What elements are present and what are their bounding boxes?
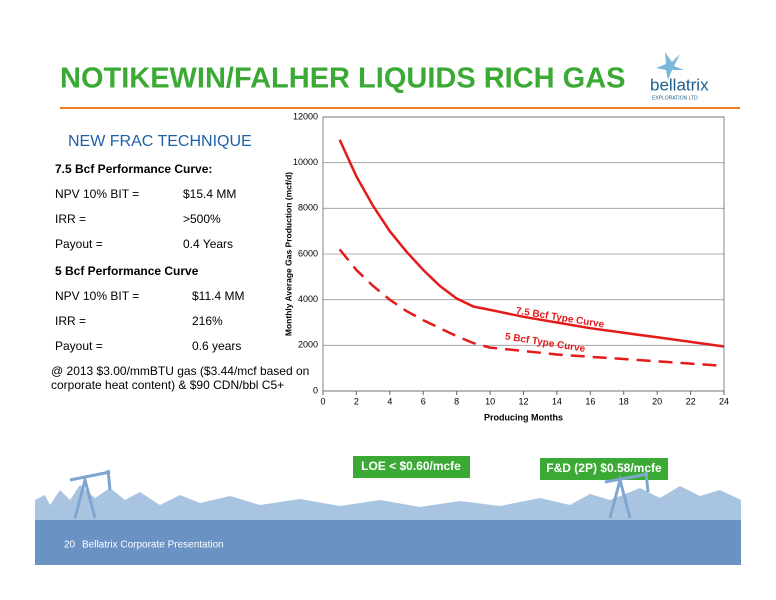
x-tick-label: 20 [652, 396, 662, 406]
box-label: LOE < $0.60/mcfe [361, 459, 461, 473]
series-label: 7.5 Bcf Type Curve [515, 306, 605, 331]
x-tick-label: 6 [421, 396, 426, 406]
logo: bellatrix EXPLORATION LTD [650, 52, 709, 101]
metric-value: >500% [183, 212, 221, 226]
y-tick-label: 12000 [293, 111, 318, 121]
metrics: 7.5 Bcf Performance Curve: NPV 10% BIT = $… [51, 162, 309, 392]
pumpjacks [69, 469, 650, 519]
x-tick-label: 2 [354, 396, 359, 406]
footer-text: Bellatrix Corporate Presentation [82, 540, 224, 551]
metric-value: 216% [192, 314, 223, 328]
y-tick-label: 2000 [298, 340, 318, 350]
subtitle: NEW FRAC TECHNIQUE [68, 133, 252, 150]
x-tick-label: 10 [485, 396, 495, 406]
series-line [338, 248, 725, 368]
landscape [35, 485, 741, 520]
logo-subtext: EXPLORATION LTD [652, 95, 698, 101]
y-tick-label: 8000 [298, 203, 318, 213]
y-tick-label: 0 [313, 385, 318, 395]
section-heading: 7.5 Bcf Performance Curve: [55, 162, 212, 176]
x-tick-label: 12 [518, 396, 528, 406]
metric-value: $11.4 MM [192, 289, 244, 303]
metric-label: NPV 10% BIT = [55, 187, 139, 201]
x-tick-label: 4 [387, 396, 392, 406]
slide-title: NOTIKEWIN/FALHER LIQUIDS RICH GAS [60, 63, 626, 95]
box-fd [540, 458, 668, 480]
page-number: 20 [64, 540, 76, 551]
metric-value: $15.4 MM [183, 187, 236, 201]
x-tick-label: 18 [619, 396, 629, 406]
y-axis-label: Monthly Average Gas Production (mcf/d) [283, 172, 293, 336]
metric-label: NPV 10% BIT = [55, 289, 139, 303]
metric-label: Payout = [55, 339, 103, 353]
box-label: F&D (2P) $0.58/mcfe [546, 461, 662, 475]
x-axis-label: Producing Months [484, 412, 563, 422]
logo-star [656, 52, 684, 80]
metric-label: IRR = [55, 212, 86, 226]
note: @ 2013 $3.00/mmBTU gas ($3.44/mcf based … [51, 364, 309, 378]
x-tick-label: 14 [552, 396, 562, 406]
x-tick-label: 22 [686, 396, 696, 406]
y-tick-label: 4000 [298, 294, 318, 304]
x-tick-label: 24 [719, 396, 729, 406]
box-loe [353, 456, 470, 478]
y-tick-label: 6000 [298, 248, 318, 258]
metric-value: 0.4 Years [183, 237, 233, 251]
logo-text: bellatrix [650, 75, 709, 94]
x-tick-label: 8 [454, 396, 459, 406]
metric-value: 0.6 years [192, 339, 241, 353]
section-heading: 5 Bcf Performance Curve [55, 264, 199, 278]
metric-label: IRR = [55, 314, 86, 328]
x-tick-label: 16 [585, 396, 595, 406]
metric-label: Payout = [55, 237, 103, 251]
series-line [338, 139, 725, 348]
x-tick-label: 0 [320, 396, 325, 406]
note: corporate heat content) & $90 CDN/bbl C5… [51, 378, 284, 392]
y-tick-label: 10000 [293, 157, 318, 167]
footer-band [35, 520, 741, 565]
